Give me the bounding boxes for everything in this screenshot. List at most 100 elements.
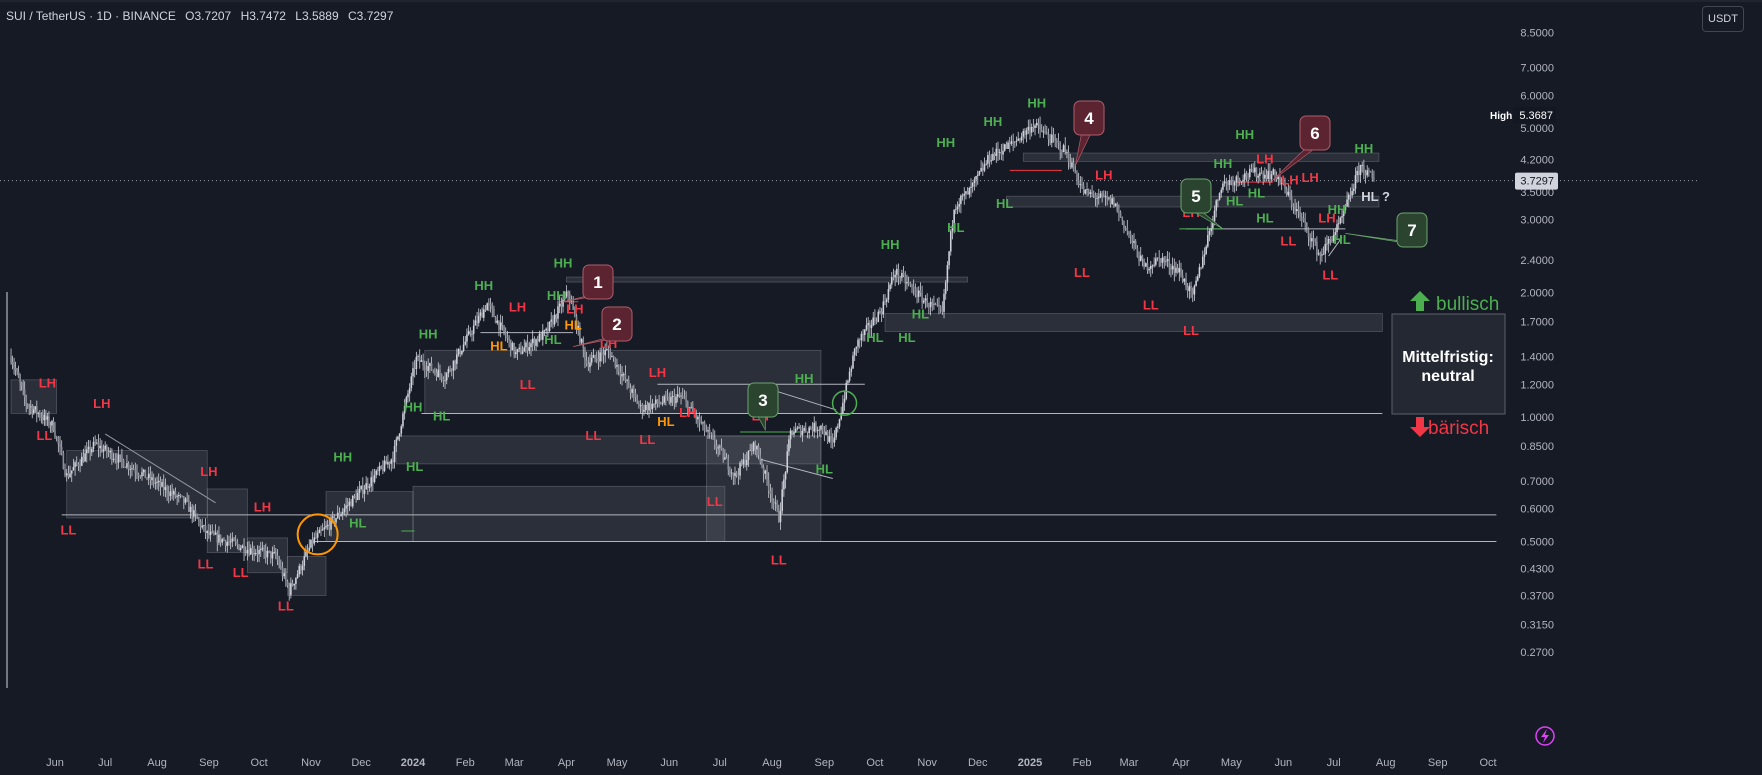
candle-body [1160,258,1162,263]
candle-body [803,428,805,431]
symbol-name[interactable]: SUI / TetherUS · 1D · BINANCE [6,9,176,23]
candle-body [1215,200,1218,211]
candle-body [112,459,115,460]
candle-body [1156,257,1159,259]
candle-body [1119,212,1122,218]
candle-body [1326,243,1328,245]
candle-body [22,385,24,390]
candle-body [968,187,971,195]
candle-body [1057,141,1060,144]
candle-body [99,445,101,449]
candle-body [530,343,532,348]
candle-body [523,347,526,352]
candle-body [1346,199,1348,207]
candle-body [335,518,337,523]
candle-body [1094,195,1097,199]
candle-body [904,275,907,284]
candle-body [917,290,920,297]
candle-body [939,306,942,309]
candle-body [686,401,689,412]
candle-body [1015,140,1018,142]
candle-body [1207,235,1209,247]
candle-body [1274,169,1276,175]
candle-body [408,388,411,394]
candle-body [594,355,596,358]
price-tick-label: 0.7000 [1520,476,1554,488]
candle-body [1369,170,1372,173]
candle-body [305,551,307,557]
candle-body [912,286,915,289]
candle-body [557,306,559,319]
candle-body [263,547,265,552]
candle-body [808,427,810,433]
candle-body [194,510,197,515]
candle-body [1312,238,1315,242]
candle-body [646,404,649,411]
candle-body [882,301,885,315]
candle-body [688,407,691,412]
candle-body [188,500,190,512]
candle-body [1178,268,1181,273]
candle-body [563,296,566,300]
candle-body [87,446,90,450]
candle-body [880,311,883,315]
time-tick-label: Feb [1073,757,1092,769]
currency-button[interactable]: USDT [1702,6,1744,32]
time-tick-label: Nov [917,757,937,769]
candle-body [1257,175,1259,178]
candle-body [181,495,183,497]
candle-body [415,356,418,369]
candle-body [1201,256,1204,268]
candle-body [253,553,255,555]
candle-body [52,420,55,431]
time-tick-label: Apr [1172,757,1189,769]
candle-body [1363,164,1365,174]
candle-body [607,349,610,350]
candle-body [1373,177,1375,179]
candle-body [132,468,135,470]
candle-body [1116,203,1119,212]
callout-number: 4 [1084,109,1094,128]
candle-body [248,549,250,555]
candle-body [685,398,687,402]
candle-body [975,176,977,180]
candle-body [353,496,356,497]
candle-body [46,416,49,420]
candle-body [570,302,573,304]
swing-label: HL [564,317,581,332]
candle-body [511,343,514,351]
candle-body [997,148,999,153]
candle-body [1297,209,1300,212]
candle-body [420,360,423,362]
candle-body [323,527,326,530]
last-price-text: 3.7297 [1520,176,1554,188]
candle-body [1368,170,1370,172]
candle-body [445,373,448,381]
candle-body [806,431,809,433]
candle-body [828,436,831,442]
candle-body [1285,188,1288,196]
candle-body [980,168,982,172]
price-tick-label: 0.3700 [1520,591,1554,603]
candle-body [141,472,143,477]
swing-label: HH [795,371,814,386]
candle-body [729,469,731,474]
candle-body [1067,152,1070,163]
candle-body [216,532,219,543]
candle-body [186,498,188,501]
swing-label: HH [1328,202,1347,217]
candle-body [1252,169,1254,173]
candle-body [283,573,285,577]
candle-body [1255,167,1258,178]
time-tick-label: Jul [713,757,727,769]
candle-body [11,362,14,365]
candle-body [536,339,539,342]
candle-body [42,417,44,421]
level-line [768,388,837,411]
candle-body [1284,182,1286,189]
candle-body [350,501,352,507]
candle-body [476,320,478,323]
candle-body [109,450,112,453]
candle-body [19,377,21,383]
